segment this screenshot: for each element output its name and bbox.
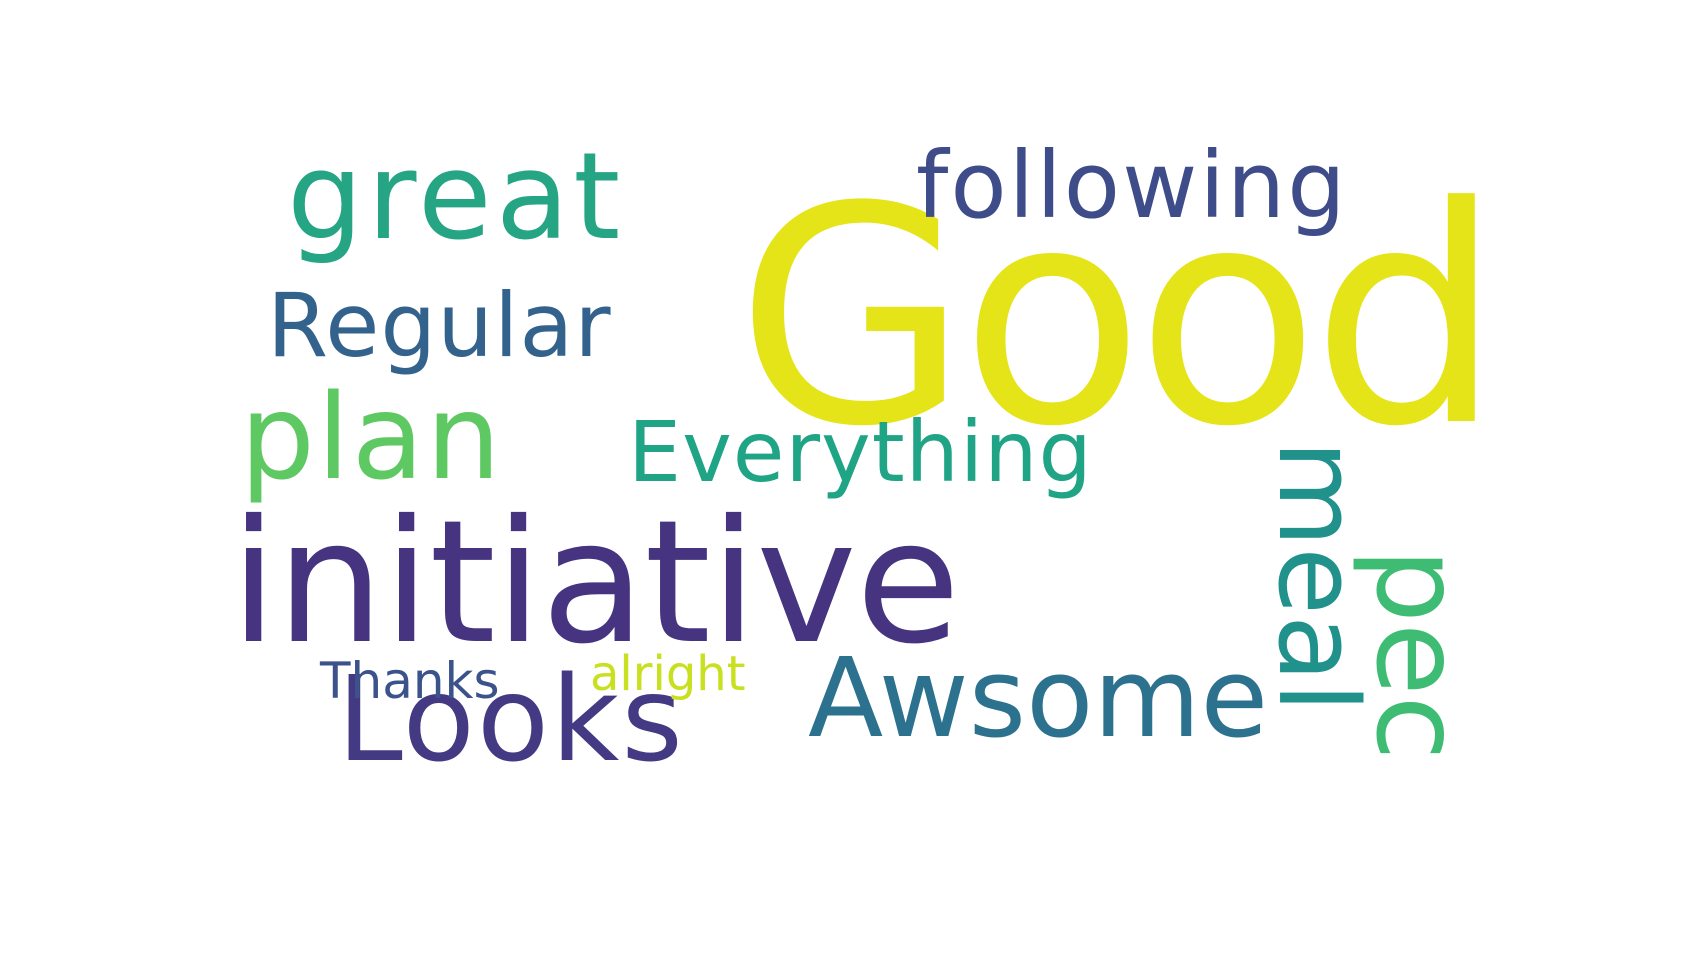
word-looks: Looks — [337, 650, 685, 788]
word-alright: alright — [590, 646, 746, 702]
word-initiative: initiative — [230, 484, 960, 682]
word-plan: plan — [240, 368, 503, 506]
word-following: following — [916, 132, 1348, 239]
word-awsome: Awsome — [808, 634, 1269, 762]
word-pec: pec — [1350, 548, 1488, 761]
word-great: great — [287, 128, 625, 267]
word-everything: Everything — [628, 403, 1093, 501]
word-thanks: Thanks — [320, 652, 500, 710]
word-regular: Regular — [267, 274, 612, 377]
word-good: Good — [736, 143, 1502, 492]
